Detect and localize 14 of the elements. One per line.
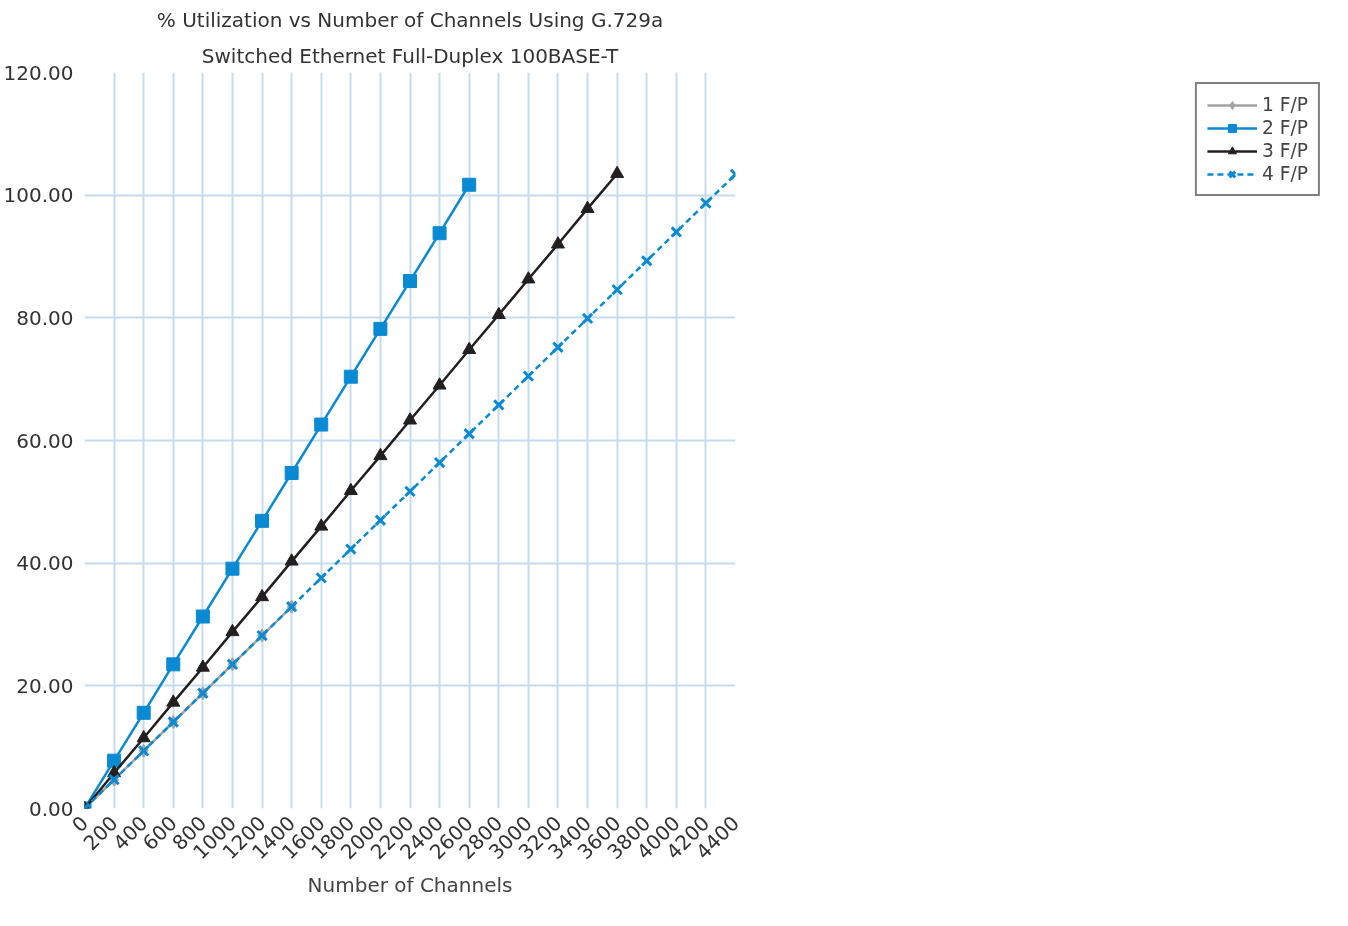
y-tick-label: 100.00 [3,183,74,208]
chart-subtitle: Switched Ethernet Full-Duplex 100BASE-T [201,43,619,68]
legend-label: 3 F/P [1261,140,1308,161]
x-axis-title: Number of Channels [307,873,513,898]
y-tick-label: 0.00 [28,796,74,821]
chart-title: % Utilization vs Number of Channels Using G.729a [156,7,664,32]
y-tick-label: 40.00 [16,551,74,576]
y-tick-label: 60.00 [16,428,74,453]
legend-label: 2 F/P [1261,117,1308,138]
legend-label: 1 F/P [1261,94,1308,115]
y-tick-label: 80.00 [16,305,74,330]
y-tick-label: 20.00 [16,673,74,698]
y-tick-label: 120.00 [3,60,74,85]
legend-label: 4 F/P [1261,163,1308,184]
